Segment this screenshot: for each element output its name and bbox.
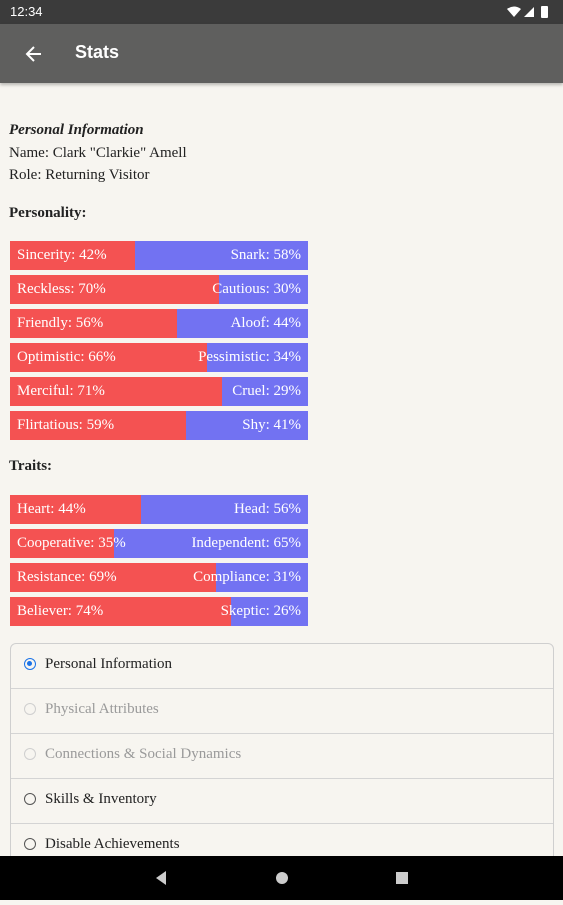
radio[interactable] [24,793,36,805]
bar-left [10,275,219,304]
bar-left-label: Optimistic: 66% [17,349,116,365]
bar-right [114,529,308,558]
ratio-bar: Sincerity: 42% Snark: 58% [10,241,308,270]
bar-left [10,309,177,338]
profile-role: Role: Returning Visitor [9,167,150,183]
bar-right-label: Cruel: 29% [232,383,301,399]
bar-right-label: Pessimistic: 34% [198,349,301,365]
radio [24,748,36,760]
clock: 12:34 [10,4,43,19]
nav-bar [0,856,563,900]
ratio-bar: Resistance: 69% Compliance: 31% [10,563,308,592]
bar-right [176,309,308,338]
back-button[interactable] [24,44,44,64]
ratio-bar: Optimistic: 66% Pessimistic: 34% [10,343,308,372]
bar-right [230,597,308,626]
ratio-bar: Friendly: 56% Aloof: 44% [10,309,308,338]
option-list: Personal Information Physical Attributes C… [10,643,554,869]
app-title: Stats [75,42,120,62]
option-row: Connections & Social Dynamics [11,733,553,778]
bar-left [10,377,222,406]
bar-left [10,241,136,270]
nav-back[interactable] [156,871,166,885]
bar-left-label: Merciful: 71% [17,383,105,399]
bar-left-label: Resistance: 69% [17,569,117,585]
bar-right [135,241,308,270]
bar-right-label: Head: 56% [233,501,301,517]
radio [24,703,36,715]
option-row[interactable]: Disable Achievements [11,823,553,868]
bar-right [206,343,308,372]
bar-left-label: Reckless: 70% [17,281,106,297]
nav-recents[interactable] [396,872,408,884]
ratio-bar: Flirtatious: 59% Shy: 41% [10,411,308,440]
bar-left-label: Flirtatious: 59% [17,417,115,433]
option-label: Skills & Inventory [45,791,157,807]
bar-left-label: Sincerity: 42% [17,247,107,263]
bar-left [10,411,186,440]
option-row[interactable]: Skills & Inventory [11,778,553,823]
radio[interactable] [24,838,36,850]
option-label: Connections & Social Dynamics [45,746,242,762]
bar-right-label: Compliance: 31% [193,569,301,585]
bar-left-label: Believer: 74% [17,603,104,619]
bar-right [215,563,308,592]
status-icons [507,6,548,18]
bar-left [10,563,216,592]
bar-right [218,275,308,304]
bar-left [10,343,207,372]
section-heading: Traits: [9,458,53,474]
ratio-bar: Believer: 74% Skeptic: 26% [10,597,308,626]
section-heading: Personal Information [9,122,144,138]
nav-buttons [156,871,408,885]
bar-right [221,377,308,406]
option-row: Physical Attributes [11,688,553,733]
bar-left-label: Cooperative: 35% [17,535,126,551]
bar-right-label: Cautious: 30% [212,281,301,297]
ratio-bar: Cooperative: 35% Independent: 65% [10,529,308,558]
bar-right-label: Snark: 58% [230,247,301,263]
app-bar: Stats [0,24,563,83]
bar-right [185,411,308,440]
profile-name: Name: Clark "Clarkie" Amell [9,145,187,161]
radio[interactable] [24,658,36,670]
nav-home[interactable] [276,872,288,884]
option-label: Physical Attributes [45,701,159,717]
ratio-bar: Merciful: 71% Cruel: 29% [10,377,308,406]
bar-right-label: Shy: 41% [242,417,301,433]
status-bar: 12:34 [0,0,563,24]
bar-right-label: Skeptic: 26% [220,603,301,619]
bar-left-label: Heart: 44% [17,501,86,517]
bar-left [10,597,231,626]
bar-right [141,495,308,524]
option-row[interactable]: Personal Information [11,644,553,688]
option-label: Personal Information [45,656,173,672]
bar-left-label: Friendly: 56% [17,315,104,331]
section-heading: Personality: [9,205,87,221]
bar-left [10,529,115,558]
bar-right-label: Independent: 65% [191,535,301,551]
bar-left [10,495,142,524]
ratio-bar: Reckless: 70% Cautious: 30% [10,275,308,304]
ratio-bar: Heart: 44% Head: 56% [10,495,308,524]
bar-right-label: Aloof: 44% [230,315,301,331]
option-label: Disable Achievements [45,836,180,852]
